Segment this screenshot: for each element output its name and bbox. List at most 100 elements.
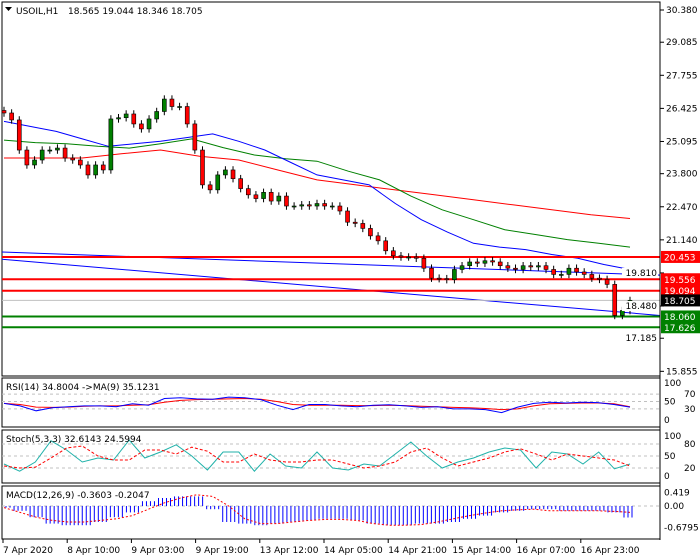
candle	[421, 254, 427, 272]
candle-body	[1, 110, 7, 114]
price-level-badge-label: 19.556	[664, 276, 696, 286]
indicator-layer	[2, 393, 660, 526]
candle-body	[360, 223, 366, 229]
candle-body	[589, 274, 595, 279]
candle-body	[513, 267, 518, 270]
candle	[116, 113, 121, 123]
candle	[16, 116, 22, 154]
price-level-badge-label: 19.094	[664, 287, 696, 297]
candle-body	[93, 164, 98, 176]
candle-body	[123, 113, 129, 119]
candle-body	[230, 169, 236, 179]
candle	[299, 201, 305, 210]
candle-body	[162, 98, 167, 112]
candle	[245, 184, 251, 199]
candle	[406, 253, 411, 261]
candle	[154, 107, 159, 123]
candle	[200, 146, 205, 189]
candle-body	[245, 188, 251, 196]
candle	[597, 274, 602, 284]
symbol-label: USOIL,H1	[16, 7, 58, 17]
candle	[558, 270, 564, 279]
price-pane[interactable]	[1, 1, 661, 377]
price-level-badge	[661, 294, 700, 307]
macd-signal-line	[3, 494, 631, 526]
candle-body	[116, 117, 121, 120]
price-level-badge-label: 17.626	[664, 324, 696, 334]
price-tick-label: 17.185	[626, 334, 658, 344]
candle	[223, 166, 228, 179]
candle	[192, 120, 198, 154]
candle-body	[284, 195, 289, 207]
candle-body	[566, 267, 572, 275]
candle-body	[322, 203, 327, 207]
macd-tick-label: 0.419	[664, 489, 690, 499]
rsi-title: RSI(14) 34.8004 ->MA(9) 35.1231	[6, 383, 160, 393]
candle	[383, 237, 389, 255]
price-tick-label: 27.755	[666, 71, 698, 81]
price-tick-label-backing	[622, 267, 658, 278]
stoch-tick-label: 50	[664, 452, 676, 462]
ma-mid-line	[3, 138, 631, 248]
candle-body	[192, 123, 198, 151]
price-tick-label: 18.480	[626, 302, 658, 312]
ma-slow-line	[4, 149, 631, 219]
price-level-badge-label: 20.453	[664, 253, 696, 263]
candle	[108, 115, 114, 174]
candle	[360, 219, 366, 233]
candle	[322, 199, 327, 210]
candle	[413, 253, 419, 262]
candle-body	[436, 277, 442, 280]
candle	[24, 146, 30, 169]
candle-body	[268, 192, 274, 202]
ohlc-readout: 18.565 19.044 18.346 18.705	[68, 7, 203, 17]
candle-body	[528, 265, 534, 268]
candle-body	[207, 184, 213, 191]
candle	[459, 261, 465, 274]
macd-title: MACD(12,26,9) -0.3603 -0.2047	[6, 491, 150, 501]
price-tick-label: 15.855	[666, 367, 698, 377]
time-tick-label: 9 Apr 19:00	[196, 546, 249, 556]
price-level-badge	[661, 250, 700, 263]
macd-tick-label: -0.6795	[664, 524, 699, 534]
collapse-triangle-icon[interactable]	[5, 7, 12, 11]
candle	[93, 161, 98, 179]
candle	[85, 161, 91, 179]
candle-body	[375, 235, 381, 242]
time-tick-label: 16 Apr 23:00	[581, 546, 640, 556]
candle-body	[100, 164, 106, 171]
candle-body	[406, 256, 411, 259]
candle	[604, 275, 610, 289]
candle-body	[352, 221, 358, 224]
candle	[238, 174, 243, 193]
candle	[452, 265, 457, 284]
price-tick-label: 23.800	[666, 170, 698, 180]
time-tick-label: 13 Apr 12:00	[260, 546, 319, 556]
candle-body	[16, 119, 22, 151]
candle-body	[452, 269, 457, 280]
candle	[581, 268, 587, 279]
stoch-tick-label: 20	[684, 464, 696, 474]
candle-body	[383, 240, 389, 252]
stoch-main-line	[3, 439, 631, 472]
candle	[482, 257, 488, 267]
candle-body	[520, 265, 526, 270]
candle	[436, 274, 442, 283]
price-tick-label: 22.470	[666, 203, 698, 213]
candle-body	[391, 250, 396, 257]
candle-body	[505, 265, 511, 269]
trendline	[1, 258, 661, 316]
candle-body	[169, 98, 175, 107]
ma-fast-line	[3, 120, 631, 270]
candle	[329, 202, 335, 210]
candle	[352, 218, 358, 228]
candle-body	[612, 284, 618, 316]
time-tick-label: 7 Apr 2020	[3, 546, 53, 556]
rsi-tick-label: 30	[684, 405, 696, 415]
candle-body	[85, 164, 91, 176]
candle-body	[39, 149, 45, 161]
stoch-tick-label: 0	[664, 472, 670, 482]
candle	[528, 261, 534, 271]
time-tick-label: 14 Apr 21:00	[388, 546, 447, 556]
